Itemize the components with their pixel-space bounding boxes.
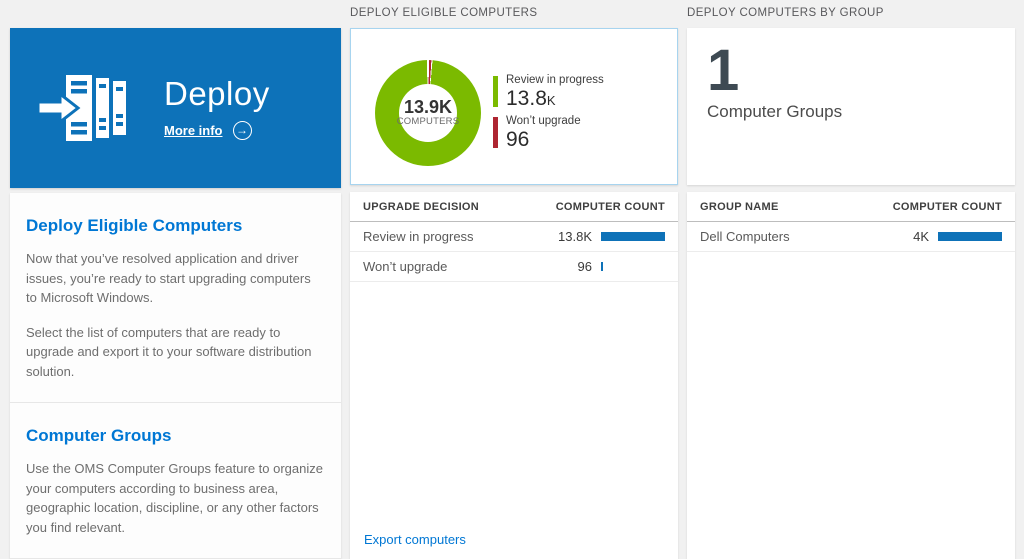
section-paragraph: Select the list of computers that are re… bbox=[26, 324, 312, 379]
legend-swatch-green bbox=[493, 76, 498, 108]
value-bar bbox=[601, 232, 665, 241]
column-header-upgrade-decision: UPGRADE DECISION bbox=[363, 201, 480, 213]
section-paragraph: Use the OMS Computer Groups feature to o… bbox=[26, 461, 323, 535]
column-header-computer-count: COMPUTER COUNT bbox=[555, 201, 665, 213]
more-info-link[interactable]: More info bbox=[164, 123, 223, 139]
eligible-computers-donut-card[interactable]: 13.9K COMPUTERS Review in progress 13.8K… bbox=[350, 28, 678, 185]
legend-value: 13.8K bbox=[506, 86, 556, 110]
legend-item-wont-upgrade: Won’t upgrade 96 bbox=[493, 115, 604, 151]
section-paragraph: Now that you’ve resolved application and… bbox=[26, 251, 311, 305]
left-column: Deploy More info → Deploy Eligible Compu… bbox=[10, 0, 341, 559]
row-label: Review in progress bbox=[363, 229, 474, 244]
middle-column-title: DEPLOY ELIGIBLE COMPUTERS bbox=[350, 7, 538, 19]
upgrade-decision-table: UPGRADE DECISION COMPUTER COUNT Review i… bbox=[350, 192, 678, 559]
deploy-tile-title: Deploy bbox=[164, 74, 270, 112]
deploy-tile[interactable]: Deploy More info → bbox=[10, 28, 341, 188]
section-deploy-eligible-computers: Deploy Eligible Computers Now that you’v… bbox=[10, 193, 341, 402]
computer-groups-label: Computer Groups bbox=[707, 102, 843, 121]
group-name-table: GROUP NAME COMPUTER COUNT Dell Computers… bbox=[687, 192, 1015, 559]
right-column: DEPLOY COMPUTERS BY GROUP 1 Computer Gro… bbox=[687, 0, 1015, 559]
value-bar bbox=[938, 232, 1002, 241]
donut-center: 13.9K COMPUTERS bbox=[396, 83, 460, 142]
more-info-row: More info → bbox=[164, 121, 270, 141]
legend-item-review-in-progress: Review in progress 13.8K bbox=[493, 74, 604, 110]
row-label: Won’t upgrade bbox=[363, 259, 448, 274]
computer-groups-summary-card[interactable]: 1 Computer Groups bbox=[687, 28, 1015, 185]
column-header-computer-count: COMPUTER COUNT bbox=[892, 201, 1002, 213]
legend-swatch-red bbox=[493, 117, 498, 148]
value-bar bbox=[601, 262, 603, 271]
deploy-books-arrow-icon bbox=[36, 69, 128, 147]
column-header-group-name: GROUP NAME bbox=[700, 201, 779, 213]
right-column-title: DEPLOY COMPUTERS BY GROUP bbox=[687, 7, 884, 19]
donut-center-value: 13.9K bbox=[403, 96, 453, 117]
donut-legend: Review in progress 13.8K Won’t upgrade 9… bbox=[493, 74, 604, 151]
table-empty-area bbox=[687, 252, 1015, 559]
computer-groups-count: 1 bbox=[707, 38, 740, 103]
table-row[interactable]: Won’t upgrade 96 bbox=[350, 252, 678, 282]
upgrade-readiness-deploy-dashboard: Deploy More info → Deploy Eligible Compu… bbox=[10, 7, 1015, 559]
legend-label: Won’t upgrade bbox=[506, 115, 581, 127]
table-row[interactable]: Dell Computers 4K bbox=[687, 222, 1015, 252]
row-label: Dell Computers bbox=[700, 229, 790, 244]
row-value: 13.8K bbox=[558, 229, 592, 244]
table-header: GROUP NAME COMPUTER COUNT bbox=[687, 192, 1015, 222]
section-computer-groups: Computer Groups Use the OMS Computer Gro… bbox=[10, 402, 341, 558]
legend-value: 96 bbox=[506, 127, 530, 151]
legend-label: Review in progress bbox=[506, 74, 604, 87]
bar-track bbox=[938, 232, 1002, 241]
bar-track bbox=[601, 232, 665, 241]
arrow-circle-icon[interactable]: → bbox=[232, 121, 252, 141]
table-empty-area bbox=[350, 282, 678, 520]
deploy-tile-text: Deploy More info → bbox=[164, 74, 270, 141]
table-header: UPGRADE DECISION COMPUTER COUNT bbox=[350, 192, 678, 222]
section-heading: Computer Groups bbox=[26, 426, 172, 445]
export-computers-link[interactable]: Export computers bbox=[364, 532, 466, 547]
row-value: 96 bbox=[577, 259, 592, 274]
section-heading: Deploy Eligible Computers bbox=[26, 216, 243, 235]
bar-track bbox=[601, 262, 665, 271]
deploy-description-panel: Deploy Eligible Computers Now that you’v… bbox=[10, 193, 341, 559]
donut-chart: 13.9K COMPUTERS bbox=[375, 59, 481, 166]
donut-center-label: COMPUTERS bbox=[396, 116, 460, 128]
table-row[interactable]: Review in progress 13.8K bbox=[350, 222, 678, 252]
row-value: 4K bbox=[913, 229, 929, 244]
middle-column: DEPLOY ELIGIBLE COMPUTERS 13.9K COMPUTER… bbox=[350, 0, 678, 559]
left-column-header-spacer bbox=[10, 0, 341, 28]
